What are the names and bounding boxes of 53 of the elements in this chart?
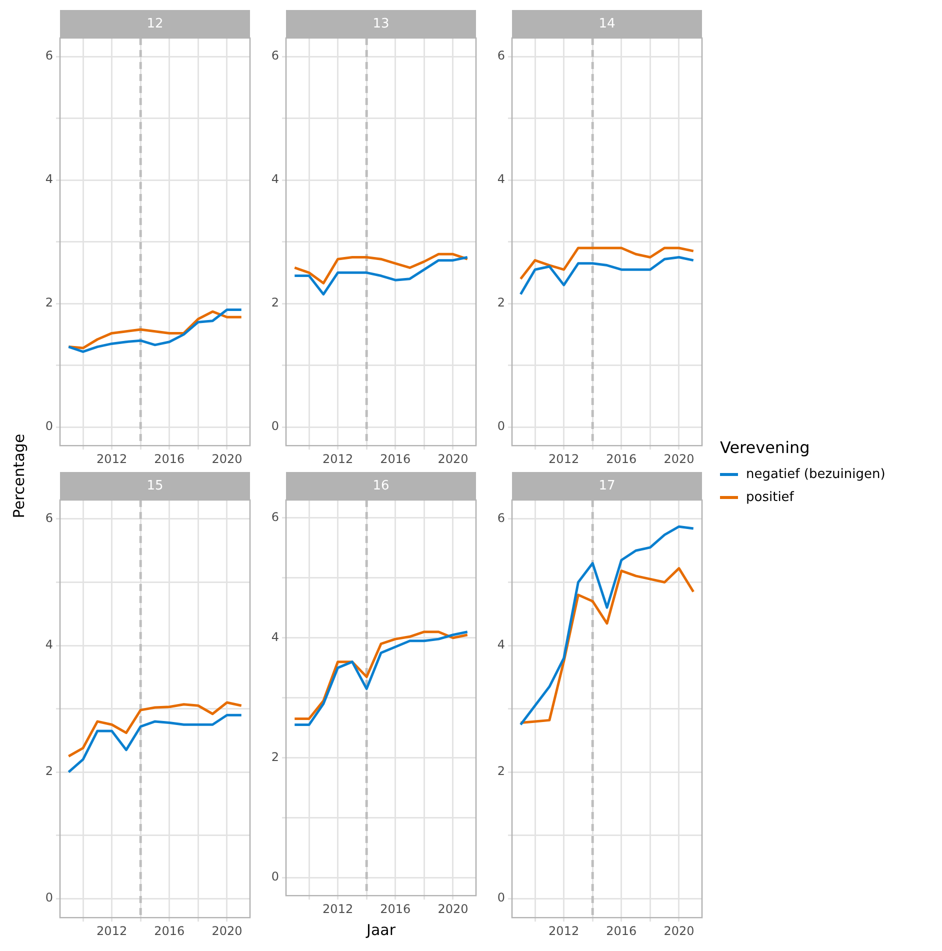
y-tick-label: 6 xyxy=(497,511,505,526)
x-tick-label: 2020 xyxy=(664,452,694,466)
y-tick-label: 6 xyxy=(271,510,279,524)
x-tick-label: 2020 xyxy=(438,452,468,466)
y-tick-label: 4 xyxy=(271,172,279,186)
y-tick-label: 4 xyxy=(45,638,53,652)
x-tick-label: 2020 xyxy=(212,452,242,466)
x-axis-title: Jaar xyxy=(366,920,396,939)
legend-label: negatief (bezuinigen) xyxy=(746,467,886,482)
y-tick-label: 6 xyxy=(45,48,53,63)
y-tick-label: 0 xyxy=(45,419,53,434)
legend-title: Verevening xyxy=(720,438,811,457)
y-tick-label: 0 xyxy=(271,419,279,434)
x-tick-label: 2016 xyxy=(606,924,637,938)
x-tick-label: 2016 xyxy=(606,452,637,466)
chart-title: 14 xyxy=(598,16,616,32)
y-tick-label: 0 xyxy=(45,890,53,905)
x-tick-label: 2016 xyxy=(380,452,411,466)
y-tick-label: 6 xyxy=(271,48,279,63)
chart-title: 13 xyxy=(372,16,390,32)
y-tick-label: 4 xyxy=(271,630,279,644)
y-tick-label: 0 xyxy=(497,890,505,905)
x-tick-label: 2012 xyxy=(322,902,354,916)
y-tick-label: 4 xyxy=(45,172,53,186)
y-tick-label: 2 xyxy=(45,296,53,310)
y-tick-label: 0 xyxy=(271,870,279,884)
chart-title: 17 xyxy=(598,478,616,494)
x-tick-label: 2012 xyxy=(548,924,580,938)
x-tick-label: 2016 xyxy=(380,902,411,916)
y-tick-label: 6 xyxy=(45,511,53,526)
x-tick-label: 2020 xyxy=(438,902,468,916)
y-tick-label: 4 xyxy=(497,638,505,652)
y-tick-label: 2 xyxy=(45,764,53,778)
y-tick-label: 2 xyxy=(271,296,279,310)
x-tick-label: 2012 xyxy=(548,452,580,466)
legend-label: positief xyxy=(746,490,794,505)
y-tick-label: 2 xyxy=(271,750,279,764)
x-tick-label: 2020 xyxy=(664,924,694,938)
chart-title: 16 xyxy=(372,478,390,494)
chart-title: 15 xyxy=(146,478,164,494)
y-axis-title: Percentage xyxy=(10,433,28,518)
y-tick-label: 2 xyxy=(497,296,505,310)
x-tick-label: 2012 xyxy=(96,452,128,466)
x-tick-label: 2012 xyxy=(96,924,128,938)
y-tick-label: 0 xyxy=(497,419,505,434)
y-tick-label: 6 xyxy=(497,48,505,63)
x-tick-label: 2020 xyxy=(212,924,242,938)
x-tick-label: 2012 xyxy=(322,452,354,466)
x-tick-label: 2016 xyxy=(154,452,185,466)
y-tick-label: 4 xyxy=(497,172,505,186)
y-tick-label: 2 xyxy=(497,764,505,778)
x-tick-label: 2016 xyxy=(154,924,185,938)
chart-title: 12 xyxy=(146,16,164,32)
